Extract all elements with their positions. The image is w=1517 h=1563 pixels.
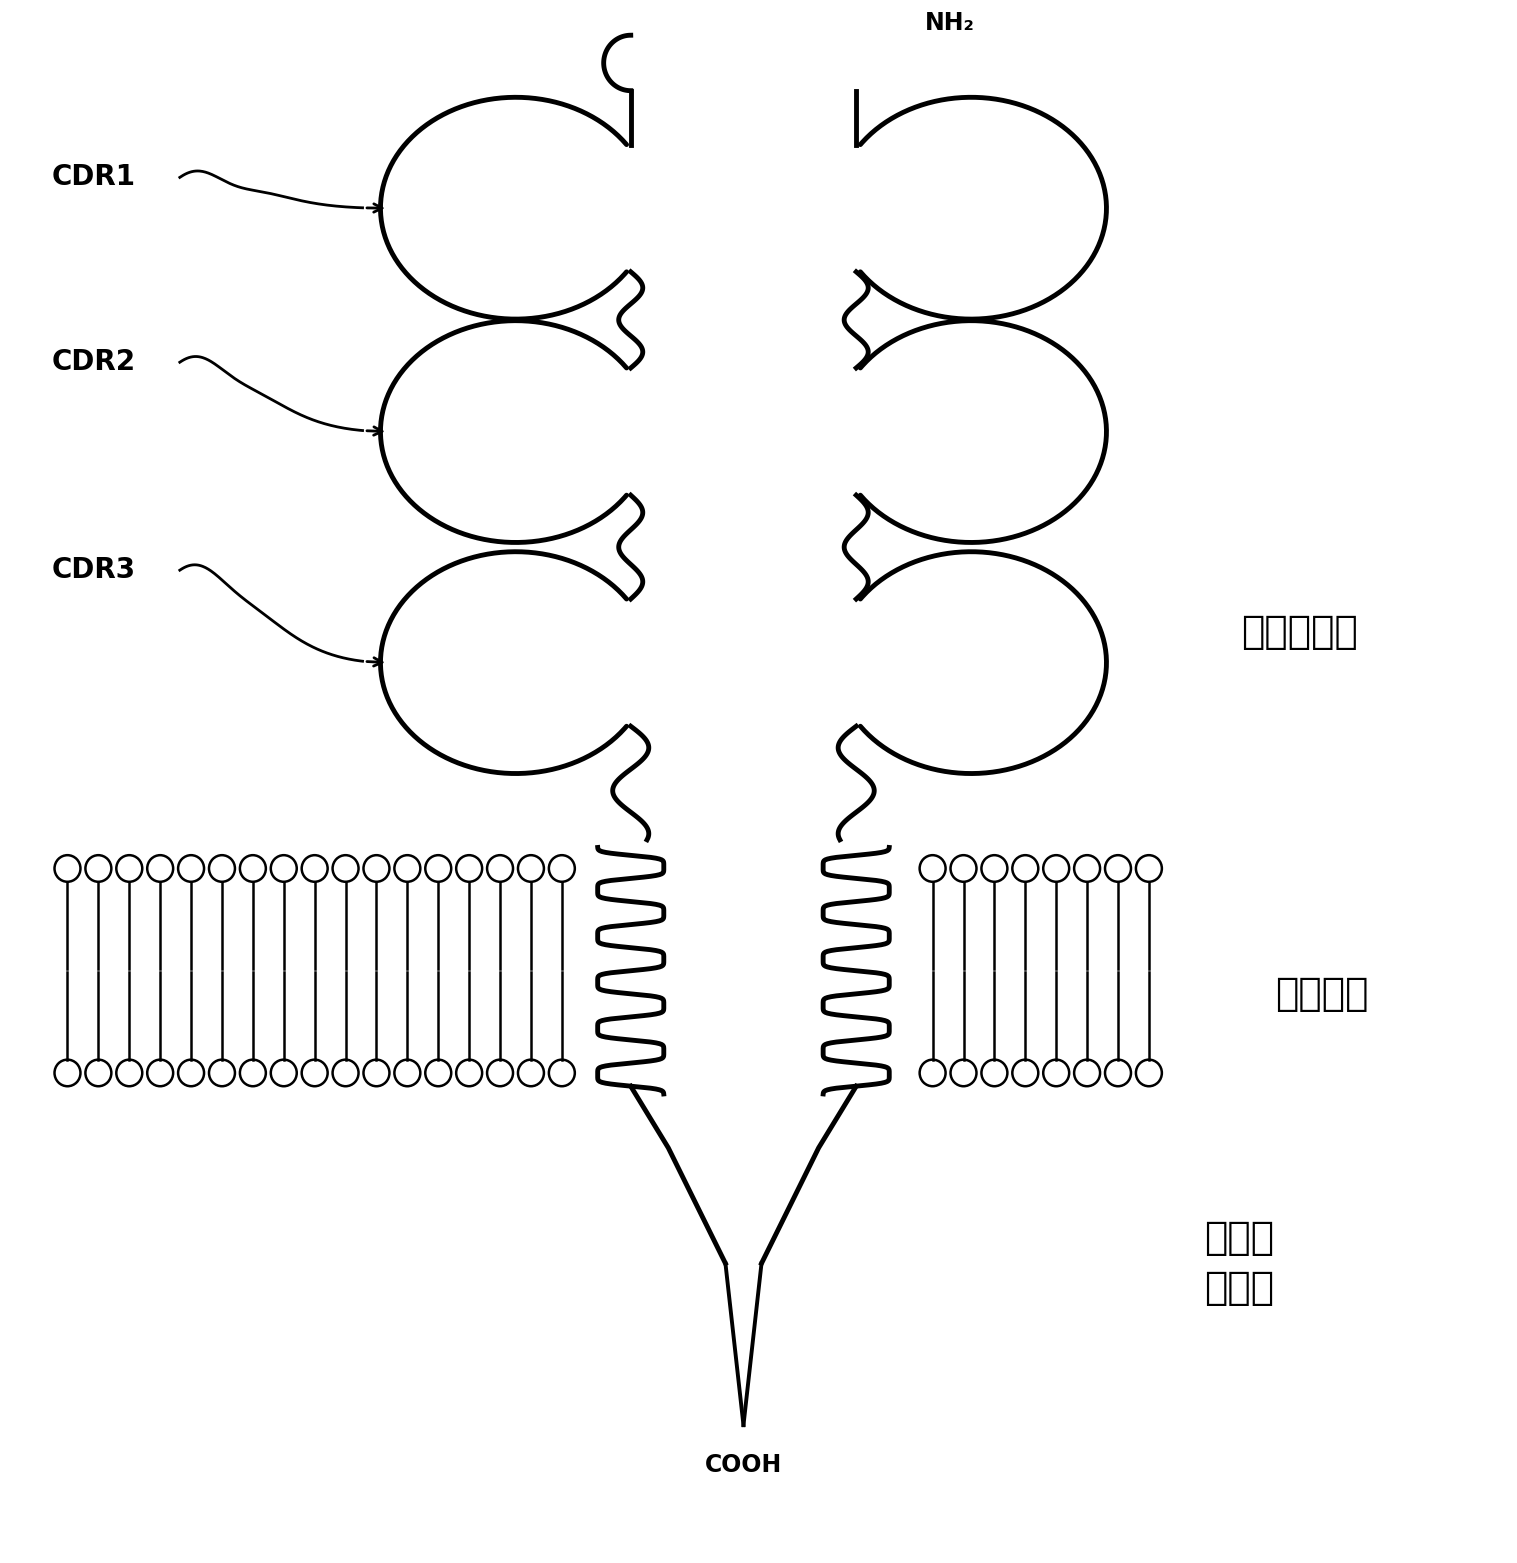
Text: CDR2: CDR2: [52, 349, 137, 377]
Text: COOH: COOH: [705, 1454, 783, 1477]
Text: CDR1: CDR1: [52, 164, 137, 191]
Text: NH₂: NH₂: [925, 11, 975, 36]
Text: 细胞外部分: 细胞外部分: [1241, 613, 1358, 650]
Text: 细胞质膜: 细胞质膜: [1276, 975, 1368, 1013]
Text: CDR3: CDR3: [52, 556, 137, 585]
Text: 细胞质
内部分: 细胞质 内部分: [1204, 1219, 1274, 1307]
